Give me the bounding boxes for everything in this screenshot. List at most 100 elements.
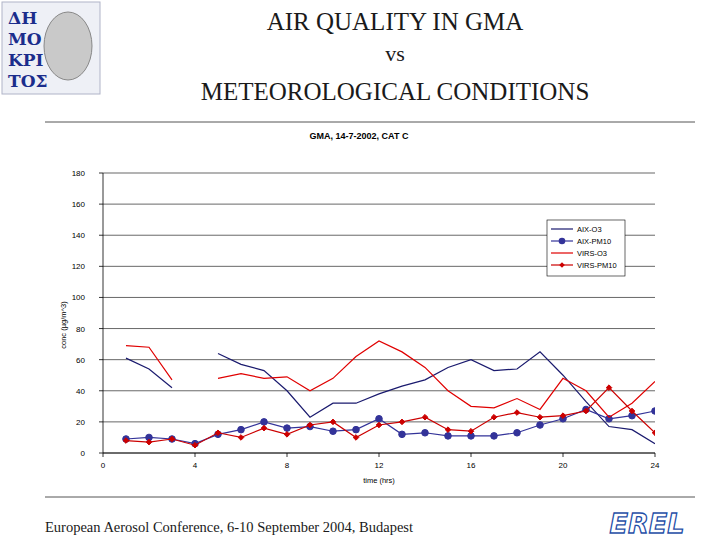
legend: AIX-O3 AIX-PM10 VIRS-O3 VIRS-PM10 xyxy=(547,220,625,276)
logo: ΔΗΜΟΚΡΙΤΟΣ xyxy=(2,2,100,94)
legend-swatch xyxy=(551,252,573,253)
y-tick-label: 40 xyxy=(76,387,85,396)
data-point xyxy=(652,430,655,436)
x-tick xyxy=(563,453,564,457)
chart-title: GMA, 14-7-2002, CAT C xyxy=(310,131,409,141)
data-point xyxy=(261,425,267,431)
y-tick xyxy=(99,453,103,454)
data-point xyxy=(307,422,313,428)
x-tick-label: 8 xyxy=(285,461,290,470)
x-axis xyxy=(103,453,655,454)
data-point xyxy=(491,414,497,420)
data-point xyxy=(537,414,543,420)
y-tick xyxy=(99,328,103,329)
y-tick xyxy=(99,266,103,267)
logo-bust xyxy=(44,12,92,80)
y-tick xyxy=(99,173,103,174)
x-tick-label: 16 xyxy=(467,461,476,470)
x-tick-label: 12 xyxy=(375,461,384,470)
data-point xyxy=(330,428,337,435)
grid-line xyxy=(103,359,655,360)
series-line xyxy=(126,341,655,417)
y-tick xyxy=(99,235,103,236)
y-tick-label: 160 xyxy=(72,200,86,209)
y-tick xyxy=(99,204,103,205)
legend-box xyxy=(547,220,625,276)
data-point xyxy=(606,385,612,391)
data-point xyxy=(215,430,221,436)
data-point xyxy=(284,425,291,432)
data-point xyxy=(445,427,451,433)
data-point xyxy=(238,426,245,433)
y-tick xyxy=(99,359,103,360)
data-point xyxy=(353,426,360,433)
x-tick xyxy=(655,453,656,457)
legend-marker xyxy=(559,262,565,268)
y-tick-label: 120 xyxy=(72,262,86,271)
slide: ΔΗΜΟΚΡΙΤΟΣ AIR QUALITY IN GMA vs METEOROLOG… xyxy=(0,0,720,540)
logo-text: ΔΗ xyxy=(8,8,37,28)
data-point xyxy=(537,422,544,429)
slide-title: AIR QUALITY IN GMA xyxy=(267,8,524,35)
plot-area xyxy=(123,341,655,448)
legend-label: AIX-PM10 xyxy=(577,237,611,246)
x-tick-label: 4 xyxy=(193,461,198,470)
logo-text: ΚΡΙ xyxy=(8,50,44,70)
y-tick-label: 180 xyxy=(72,169,86,178)
slide-title: vs xyxy=(385,41,405,66)
footer-rule xyxy=(45,497,695,498)
brand: EREL xyxy=(610,508,685,539)
grid-line xyxy=(103,173,655,174)
logo-frame xyxy=(2,2,100,94)
data-point xyxy=(353,435,359,441)
series-line xyxy=(126,409,655,443)
y-tick-label: 100 xyxy=(72,293,86,302)
x-axis-label: time (hrs) xyxy=(363,476,395,485)
grid-line xyxy=(103,204,655,205)
y-tick-label: 80 xyxy=(76,325,85,334)
data-point xyxy=(169,436,176,443)
data-point xyxy=(169,436,175,442)
data-point xyxy=(376,415,383,422)
data-point xyxy=(261,419,268,426)
data-point xyxy=(238,435,244,441)
logo-text: ΜΟ xyxy=(8,29,42,49)
chart: GMA, 14-7-2002, CAT C0204060801001201401… xyxy=(59,131,660,485)
data-point xyxy=(123,438,129,444)
x-tick xyxy=(103,453,104,457)
data-point xyxy=(445,433,452,440)
x-tick xyxy=(195,453,196,457)
data-point xyxy=(422,429,429,436)
data-point xyxy=(284,432,290,438)
slide-title: METEOROLOGICAL CONDITIONS xyxy=(201,78,590,105)
data-point xyxy=(583,408,589,414)
grid-line xyxy=(103,297,655,298)
legend-swatch xyxy=(551,228,573,229)
data-point xyxy=(514,410,520,416)
data-point xyxy=(192,442,198,448)
data-point xyxy=(399,431,406,438)
logo-text: ΤΟΣ xyxy=(8,71,47,91)
y-tick-label: 20 xyxy=(76,418,85,427)
data-point xyxy=(629,408,635,414)
data-point xyxy=(399,419,405,425)
data-point xyxy=(422,414,428,420)
x-tick-label: 0 xyxy=(101,461,106,470)
y-tick xyxy=(99,297,103,298)
y-tick xyxy=(99,390,103,391)
series-line xyxy=(126,352,655,444)
series xyxy=(126,352,655,444)
series xyxy=(126,341,655,417)
x-tick xyxy=(287,453,288,457)
grid-line xyxy=(103,328,655,329)
x-tick xyxy=(471,453,472,457)
legend-label: AIX-O3 xyxy=(577,225,602,234)
series xyxy=(123,385,655,448)
data-point xyxy=(652,408,655,415)
legend-label: VIRS-PM10 xyxy=(577,261,617,270)
legend-label: VIRS-O3 xyxy=(577,249,607,258)
y-tick-label: 140 xyxy=(72,231,86,240)
title-rule xyxy=(45,122,695,123)
data-point xyxy=(491,433,498,440)
data-point xyxy=(468,428,474,434)
